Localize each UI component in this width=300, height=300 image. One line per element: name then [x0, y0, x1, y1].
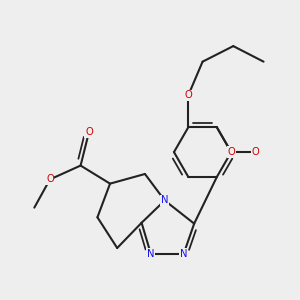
Text: O: O: [46, 174, 54, 184]
Text: O: O: [184, 90, 192, 100]
Text: O: O: [227, 147, 235, 157]
Text: N: N: [180, 249, 188, 259]
Text: N: N: [147, 249, 154, 259]
Text: O: O: [251, 147, 259, 157]
Text: O: O: [85, 127, 93, 137]
Text: N: N: [161, 196, 169, 206]
